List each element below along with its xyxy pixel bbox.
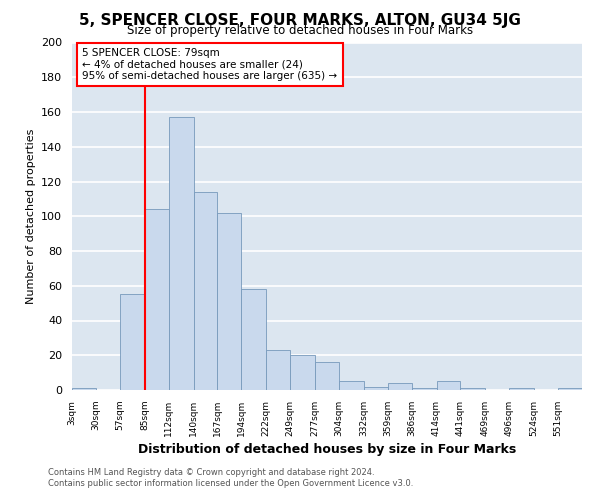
- Bar: [437, 382, 460, 390]
- Bar: [364, 386, 388, 390]
- Bar: [339, 382, 364, 390]
- Bar: [169, 117, 194, 390]
- Bar: [241, 289, 266, 390]
- Bar: [558, 388, 582, 390]
- Bar: [509, 388, 534, 390]
- Text: Size of property relative to detached houses in Four Marks: Size of property relative to detached ho…: [127, 24, 473, 37]
- Bar: [388, 383, 412, 390]
- Bar: [266, 350, 290, 390]
- Bar: [412, 388, 437, 390]
- Text: 5, SPENCER CLOSE, FOUR MARKS, ALTON, GU34 5JG: 5, SPENCER CLOSE, FOUR MARKS, ALTON, GU3…: [79, 12, 521, 28]
- Bar: [460, 388, 485, 390]
- Bar: [290, 355, 315, 390]
- Bar: [217, 213, 241, 390]
- Text: 5 SPENCER CLOSE: 79sqm
← 4% of detached houses are smaller (24)
95% of semi-deta: 5 SPENCER CLOSE: 79sqm ← 4% of detached …: [82, 48, 337, 81]
- Bar: [72, 388, 96, 390]
- X-axis label: Distribution of detached houses by size in Four Marks: Distribution of detached houses by size …: [138, 443, 516, 456]
- Text: Contains HM Land Registry data © Crown copyright and database right 2024.
Contai: Contains HM Land Registry data © Crown c…: [48, 468, 413, 487]
- Bar: [194, 192, 217, 390]
- Bar: [145, 210, 169, 390]
- Bar: [315, 362, 339, 390]
- Bar: [120, 294, 145, 390]
- Y-axis label: Number of detached properties: Number of detached properties: [26, 128, 35, 304]
